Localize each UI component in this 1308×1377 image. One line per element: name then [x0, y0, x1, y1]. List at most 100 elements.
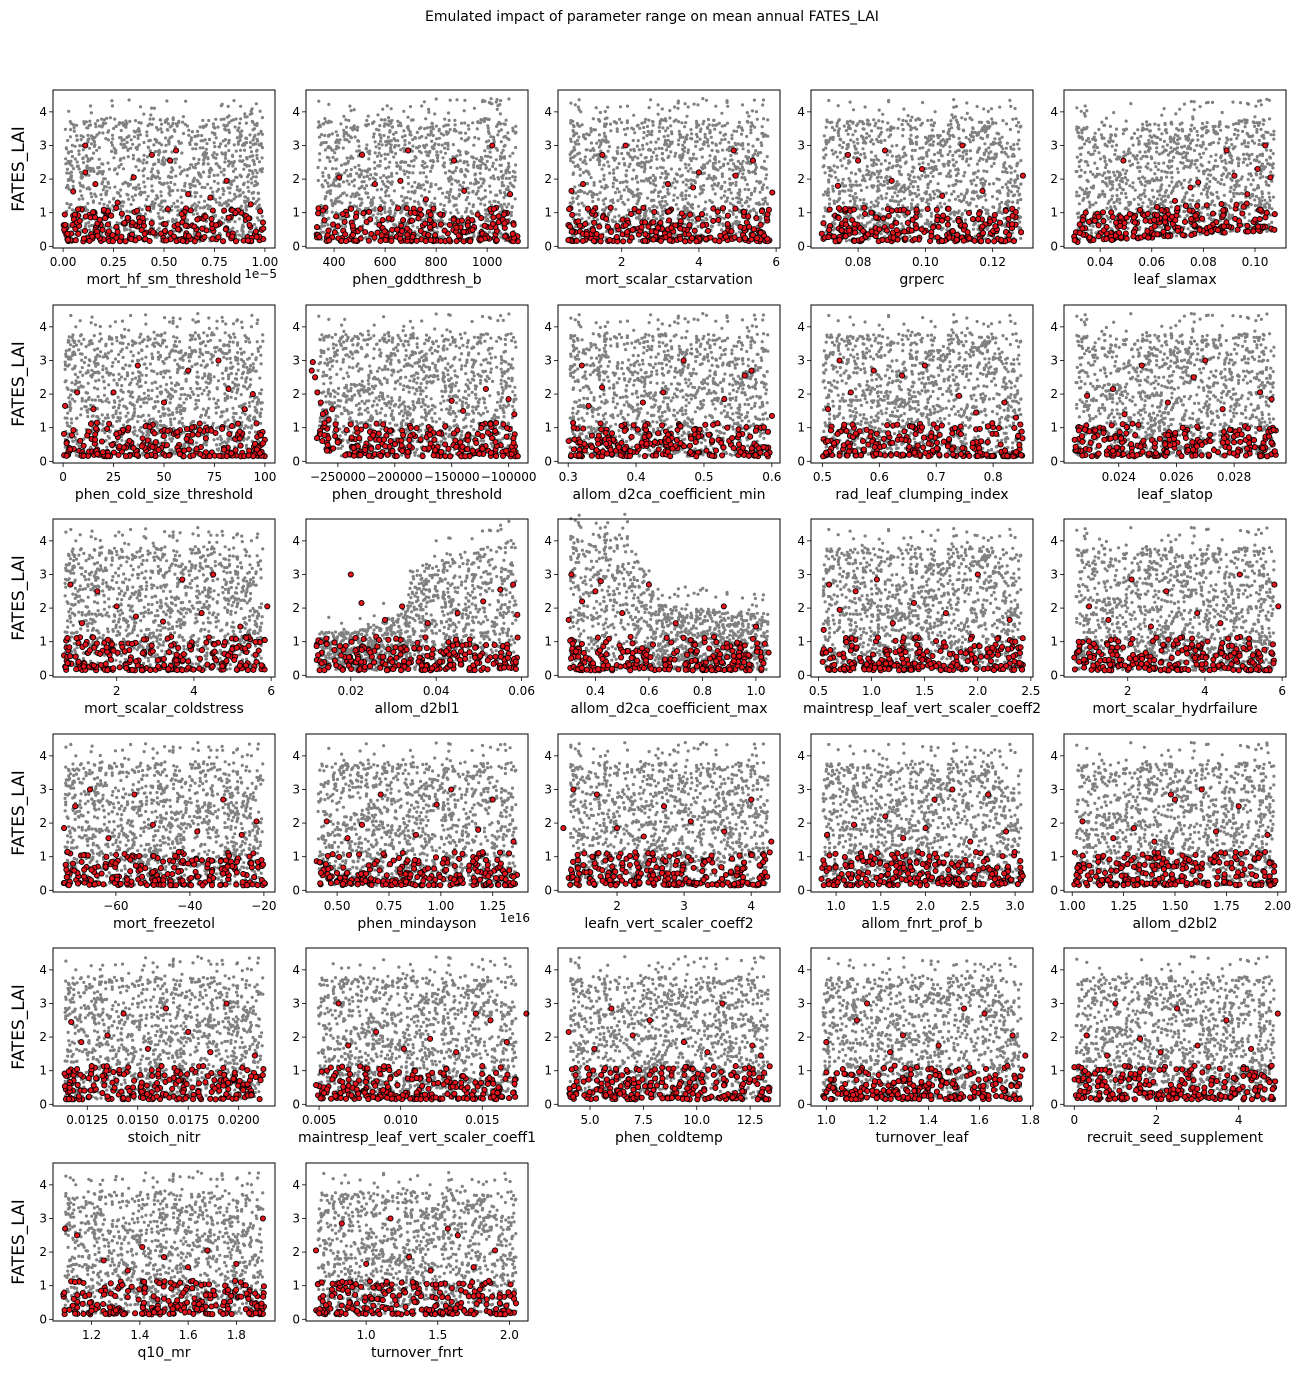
- background-point: [155, 194, 159, 198]
- background-point: [387, 194, 391, 198]
- background-point: [253, 168, 258, 172]
- background-point: [573, 140, 577, 144]
- background-point: [384, 166, 388, 170]
- background-point: [66, 178, 71, 183]
- highlight-point: [379, 217, 386, 224]
- background-point: [401, 199, 405, 203]
- background-point: [710, 148, 714, 152]
- background-point: [689, 167, 693, 171]
- background-point: [317, 120, 321, 124]
- background-point: [323, 148, 327, 152]
- background-point: [991, 122, 995, 126]
- background-point: [119, 207, 123, 211]
- background-point: [827, 202, 832, 206]
- background-point: [125, 228, 129, 232]
- highlight-point: [403, 205, 410, 212]
- background-point: [333, 202, 337, 206]
- background-point: [205, 151, 209, 155]
- highlight-point: [400, 217, 407, 224]
- background-point: [755, 179, 759, 183]
- background-point: [909, 202, 914, 206]
- background-point: [349, 135, 353, 139]
- background-point: [1013, 106, 1017, 111]
- background-point: [256, 205, 260, 209]
- background-point: [591, 195, 595, 199]
- background-point: [73, 144, 77, 148]
- background-point: [388, 146, 393, 150]
- background-point: [723, 180, 727, 184]
- highlight-point: [651, 208, 658, 215]
- x-tick-label: 800: [425, 255, 448, 269]
- highlight-point: [100, 206, 107, 213]
- background-point: [255, 182, 260, 186]
- x-tick-label: 0.75: [201, 255, 228, 269]
- background-point: [763, 199, 767, 204]
- background-point: [1005, 186, 1010, 190]
- background-point: [191, 212, 195, 216]
- background-point: [600, 167, 604, 171]
- highlight-point: [614, 222, 621, 230]
- background-point: [717, 223, 721, 227]
- background-point: [447, 196, 451, 200]
- highlight-point: [490, 205, 498, 212]
- background-point: [624, 179, 628, 183]
- background-point: [703, 132, 707, 136]
- background-point: [501, 176, 505, 180]
- background-point: [127, 98, 131, 102]
- background-point: [164, 136, 168, 140]
- highlight-point: [80, 235, 87, 242]
- background-point: [1009, 104, 1013, 108]
- highlight-point: [666, 237, 673, 244]
- background-point: [324, 166, 328, 170]
- highlight-point: [573, 237, 580, 244]
- background-point: [84, 222, 88, 226]
- background-point: [69, 128, 73, 132]
- background-point: [603, 109, 607, 114]
- highlight-point: [422, 220, 429, 227]
- background-point: [418, 171, 422, 175]
- background-point: [227, 128, 231, 132]
- highlight-point: [490, 214, 497, 221]
- background-point: [453, 123, 457, 127]
- background-point: [685, 114, 689, 118]
- background-point: [753, 186, 757, 190]
- background-point: [70, 154, 74, 159]
- background-point: [488, 150, 492, 154]
- background-point: [102, 202, 106, 206]
- highlight-point: [72, 237, 79, 244]
- background-point: [201, 124, 205, 129]
- background-point: [848, 100, 852, 104]
- background-point: [137, 183, 141, 187]
- background-point: [213, 126, 217, 130]
- background-point: [666, 144, 670, 149]
- background-point: [387, 165, 391, 169]
- background-point: [830, 125, 835, 130]
- highlight-point: [645, 223, 652, 230]
- background-point: [700, 147, 704, 151]
- highlight-point: [342, 238, 350, 245]
- background-point: [723, 189, 727, 193]
- background-point: [171, 121, 175, 126]
- background-point: [447, 118, 451, 122]
- background-point: [467, 127, 471, 131]
- background-point: [88, 104, 93, 108]
- background-point: [678, 167, 682, 171]
- x-tick-label: 2: [618, 255, 626, 269]
- highlight-point: [427, 211, 434, 218]
- background-point: [420, 163, 424, 168]
- background-point: [91, 199, 95, 203]
- background-point: [745, 111, 749, 115]
- background-point: [439, 202, 443, 206]
- background-point: [226, 203, 230, 208]
- background-point: [829, 174, 833, 178]
- highlight-point: [580, 181, 587, 188]
- background-point: [946, 152, 950, 157]
- background-point: [227, 138, 231, 142]
- background-point: [388, 160, 392, 164]
- background-point: [620, 120, 624, 125]
- background-point: [127, 197, 131, 201]
- background-point: [386, 152, 390, 156]
- background-point: [728, 209, 732, 213]
- background-point: [235, 136, 239, 140]
- background-point: [965, 101, 969, 105]
